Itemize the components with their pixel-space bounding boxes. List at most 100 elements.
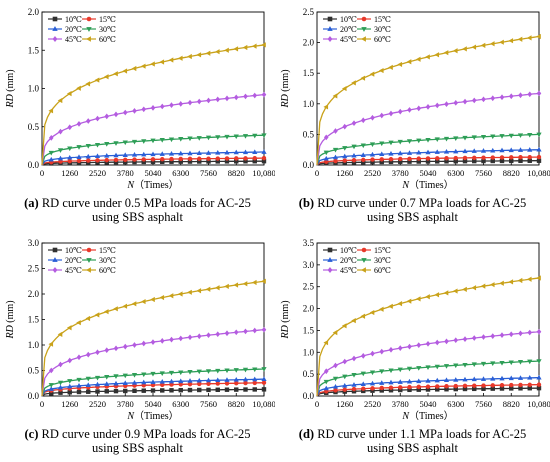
x-axis-label: N（Times）: [126, 410, 178, 421]
data-point: [323, 340, 329, 346]
legend-item: 10℃: [48, 15, 82, 24]
data-point: [122, 152, 128, 157]
data-point: [113, 388, 119, 394]
data-point: [66, 325, 72, 331]
data-point: [443, 290, 449, 296]
data-point: [499, 332, 505, 339]
data-point: [361, 157, 366, 163]
data-point: [261, 326, 267, 333]
data-point: [48, 386, 54, 391]
data-point: [242, 367, 249, 373]
data-point: [508, 360, 514, 366]
data-point: [425, 294, 430, 300]
data-point: [508, 133, 514, 139]
data-point: [481, 155, 486, 160]
data-point: [517, 360, 524, 365]
data-point: [113, 71, 118, 77]
data-point: [435, 384, 440, 389]
data-point: [490, 134, 496, 140]
data-point: [131, 65, 137, 72]
data-point: [48, 367, 54, 374]
data-point: [187, 370, 193, 375]
data-point: [360, 75, 366, 81]
data-point: [499, 39, 504, 45]
data-point: [261, 380, 267, 385]
data-point: [369, 380, 376, 386]
caption-a-text-line2: using SBS asphalt: [92, 210, 183, 224]
x-tick-label: 6300: [172, 399, 189, 409]
data-point: [462, 155, 468, 161]
legend-marker: [361, 16, 367, 22]
data-point: [57, 384, 64, 390]
data-point: [141, 372, 147, 378]
series-3: [41, 376, 267, 397]
x-tick-label: 3780: [117, 399, 134, 409]
x-tick-label: 8820: [228, 399, 245, 409]
data-point: [471, 285, 477, 291]
data-point: [471, 362, 477, 368]
legend-marker: [327, 26, 333, 31]
data-point: [342, 387, 347, 392]
data-point: [159, 294, 165, 301]
data-point: [234, 381, 239, 386]
data-point: [490, 155, 495, 160]
data-point: [150, 296, 155, 303]
data-point: [536, 154, 542, 160]
data-point: [323, 368, 329, 375]
data-point: [205, 286, 211, 292]
data-point: [197, 156, 202, 161]
data-point: [177, 55, 183, 61]
caption-a: (a) RD curve under 0.5 MPa loads for AC-…: [0, 196, 275, 224]
legend-item: 60℃: [82, 35, 116, 44]
data-point: [342, 158, 347, 163]
legend: 10℃ 15℃ 20℃ 30℃ 45℃ 60℃: [323, 246, 391, 275]
y-tick-label: 2.0: [303, 304, 315, 314]
data-point: [252, 92, 258, 99]
data-point: [342, 123, 348, 130]
chart-b: 0.0 0.5 1.0 1.5 2.0 2.5 0 1260 2520 3780 5040 6300 7…: [280, 7, 550, 190]
data-point: [360, 152, 366, 157]
data-point: [517, 133, 524, 138]
data-point: [481, 96, 486, 103]
data-point: [369, 151, 376, 157]
data-point: [224, 387, 230, 392]
data-point: [499, 155, 505, 160]
series-3: [316, 146, 542, 166]
data-point: [66, 90, 72, 97]
legend-item: 45℃: [323, 266, 357, 275]
data-point: [323, 150, 329, 156]
data-point: [370, 350, 375, 357]
data-point: [407, 343, 412, 350]
data-point: [480, 283, 486, 289]
data-point: [527, 147, 533, 152]
data-point: [159, 59, 165, 65]
data-point: [187, 53, 192, 60]
data-point: [462, 383, 468, 389]
data-point: [508, 375, 514, 381]
data-point: [360, 313, 366, 319]
data-point: [444, 155, 449, 161]
x-tick-label: 2520: [89, 168, 106, 178]
x-tick-label: 2520: [364, 399, 381, 409]
data-point: [76, 85, 81, 91]
x-tick-label: 10,080: [527, 168, 550, 178]
data-point: [416, 149, 422, 155]
data-point: [215, 135, 221, 140]
data-point: [481, 334, 486, 340]
data-point: [187, 99, 193, 106]
x-axis-label: N（Times）: [126, 179, 178, 190]
x-tick-label: 6300: [447, 399, 464, 409]
data-point: [122, 343, 128, 350]
data-point: [178, 156, 183, 162]
data-point: [141, 388, 146, 393]
data-point: [113, 141, 119, 146]
legend-label: 15℃: [99, 246, 116, 255]
x-tick-label: 1260: [61, 399, 78, 409]
data-point: [471, 148, 477, 153]
data-point: [416, 138, 422, 144]
data-point: [196, 150, 202, 156]
data-point: [178, 387, 183, 393]
data-point: [444, 384, 449, 389]
data-point: [141, 379, 147, 385]
data-point: [214, 285, 220, 291]
